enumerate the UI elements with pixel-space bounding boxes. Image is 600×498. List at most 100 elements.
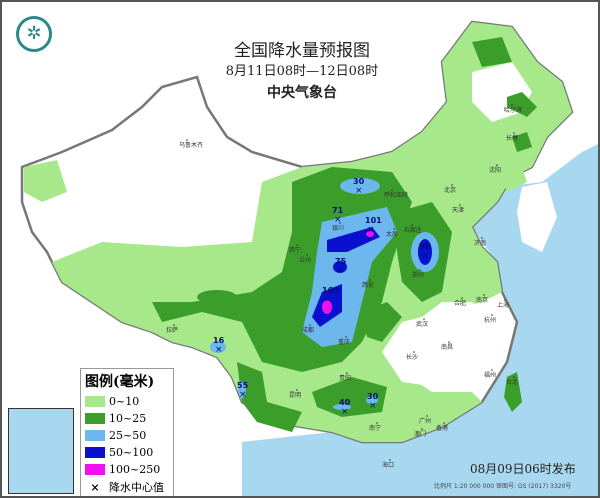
city-dot bbox=[491, 314, 493, 316]
legend-label: 50~100 bbox=[109, 446, 154, 459]
scale-note: 比例尺 1:20 000 000 审图号: GS (2017) 3320号 bbox=[434, 483, 572, 490]
city-dot bbox=[309, 324, 311, 326]
city-label: 济南 bbox=[474, 239, 486, 247]
city-dot bbox=[451, 184, 453, 186]
city-label: 武汉 bbox=[416, 320, 428, 328]
city-dot bbox=[306, 254, 308, 256]
city-dot bbox=[461, 297, 463, 299]
legend-label: 降水中心值 bbox=[109, 480, 164, 494]
city-dot bbox=[511, 104, 513, 106]
city-dot bbox=[186, 139, 188, 141]
korea-japan-land bbox=[517, 182, 557, 252]
city-label: 南宁 bbox=[369, 424, 381, 432]
city-dot bbox=[496, 164, 498, 166]
city-label: 昆明 bbox=[289, 392, 301, 399]
cross-marker-icon: × bbox=[90, 481, 100, 494]
city-dot bbox=[393, 228, 395, 230]
city-dot bbox=[513, 132, 515, 134]
city-label: 西安 bbox=[362, 281, 374, 289]
city-label: 香港 bbox=[436, 424, 448, 432]
city-label: 合肥 bbox=[454, 299, 466, 307]
issued-time: 08月09日06时发布 bbox=[470, 462, 576, 476]
legend-item: 10~25 bbox=[81, 410, 173, 427]
legend-swatch bbox=[85, 464, 105, 475]
city-dot bbox=[391, 189, 393, 191]
legend: 图例(毫米) 0~10 10~25 25~50 50~100 100~250 × 降水中心值 bbox=[80, 368, 174, 496]
city-label: 哈尔滨 bbox=[504, 106, 522, 114]
rain-center-value: 160 bbox=[322, 286, 339, 295]
city-label: 海口 bbox=[382, 461, 394, 469]
city-label: 杭州 bbox=[484, 316, 496, 324]
legend-swatch bbox=[85, 396, 105, 407]
city-dot bbox=[376, 422, 378, 424]
legend-item: 0~10 bbox=[81, 393, 173, 410]
city-dot bbox=[421, 428, 423, 430]
rain-center-value: 30 bbox=[353, 177, 365, 186]
city-label: 乌鲁木齐 bbox=[179, 141, 203, 149]
rain-center-value: 90 bbox=[419, 242, 431, 251]
cross-marker-icon: × bbox=[337, 266, 345, 276]
cross-marker-icon: × bbox=[367, 225, 375, 235]
city-dot bbox=[483, 294, 485, 296]
legend-item: 50~100 bbox=[81, 444, 173, 461]
legend-swatch bbox=[85, 413, 105, 424]
city-dot bbox=[419, 269, 421, 271]
city-dot bbox=[423, 318, 425, 320]
rain-center-value: 71 bbox=[332, 206, 344, 215]
city-label: 北京 bbox=[444, 186, 456, 194]
city-dot bbox=[389, 459, 391, 461]
city-dot bbox=[413, 351, 415, 353]
rain-center-value: 40 bbox=[339, 398, 351, 407]
city-label: 福州 bbox=[484, 371, 496, 379]
city-dot bbox=[346, 372, 348, 374]
legend-swatch bbox=[85, 447, 105, 458]
city-dot bbox=[504, 299, 506, 301]
agency-name: 中央气象台 bbox=[267, 85, 337, 101]
south-china-sea-inset bbox=[8, 408, 74, 494]
city-label: 天津 bbox=[452, 207, 464, 214]
city-dot bbox=[459, 204, 461, 206]
city-dot bbox=[339, 222, 341, 224]
city-label: 沈阳 bbox=[489, 166, 501, 174]
cross-marker-icon: × bbox=[239, 390, 247, 400]
city-label: 兰州 bbox=[299, 256, 311, 264]
legend-item: 100~250 bbox=[81, 461, 173, 478]
legend-label: 25~50 bbox=[109, 429, 147, 442]
city-dot bbox=[448, 341, 450, 343]
legend-item: 25~50 bbox=[81, 427, 173, 444]
city-label: 南昌 bbox=[441, 343, 453, 351]
legend-item: × 降水中心值 bbox=[81, 478, 173, 495]
city-label: 呼和浩特 bbox=[384, 191, 408, 199]
city-dot bbox=[296, 389, 298, 391]
city-dot bbox=[491, 369, 493, 371]
city-label: 拉萨 bbox=[166, 326, 178, 334]
city-label: 郑州 bbox=[412, 271, 424, 279]
cross-marker-icon: × bbox=[421, 251, 429, 261]
rain-100-250 bbox=[322, 231, 374, 314]
cross-marker-icon: × bbox=[369, 401, 377, 411]
city-label: 广州 bbox=[419, 417, 431, 425]
city-label: 长沙 bbox=[406, 353, 418, 361]
cross-marker-icon: × bbox=[215, 345, 223, 355]
rain-center-value: 55 bbox=[237, 381, 249, 390]
city-label: 上海 bbox=[497, 301, 509, 309]
city-dot bbox=[173, 324, 175, 326]
cross-marker-icon: × bbox=[334, 215, 342, 225]
legend-swatch bbox=[85, 430, 105, 441]
cross-marker-icon: × bbox=[355, 186, 363, 196]
rain-center-value: 30 bbox=[367, 392, 379, 401]
legend-label: 10~25 bbox=[109, 412, 147, 425]
city-dot bbox=[411, 224, 413, 226]
city-dot bbox=[369, 279, 371, 281]
legend-label: 100~250 bbox=[109, 463, 161, 476]
cma-logo: ✲ bbox=[16, 16, 52, 52]
city-label: 石家庄 bbox=[404, 226, 422, 234]
sea bbox=[242, 144, 598, 496]
city-dot bbox=[296, 244, 298, 246]
rain-center-markers: ×30×71×101×75×160×90×16×55×40 ×30 bbox=[213, 177, 431, 417]
city-label: 成都 bbox=[302, 326, 314, 334]
city-label: 澳门 bbox=[414, 430, 426, 438]
rain-center-value: 75 bbox=[335, 257, 347, 266]
